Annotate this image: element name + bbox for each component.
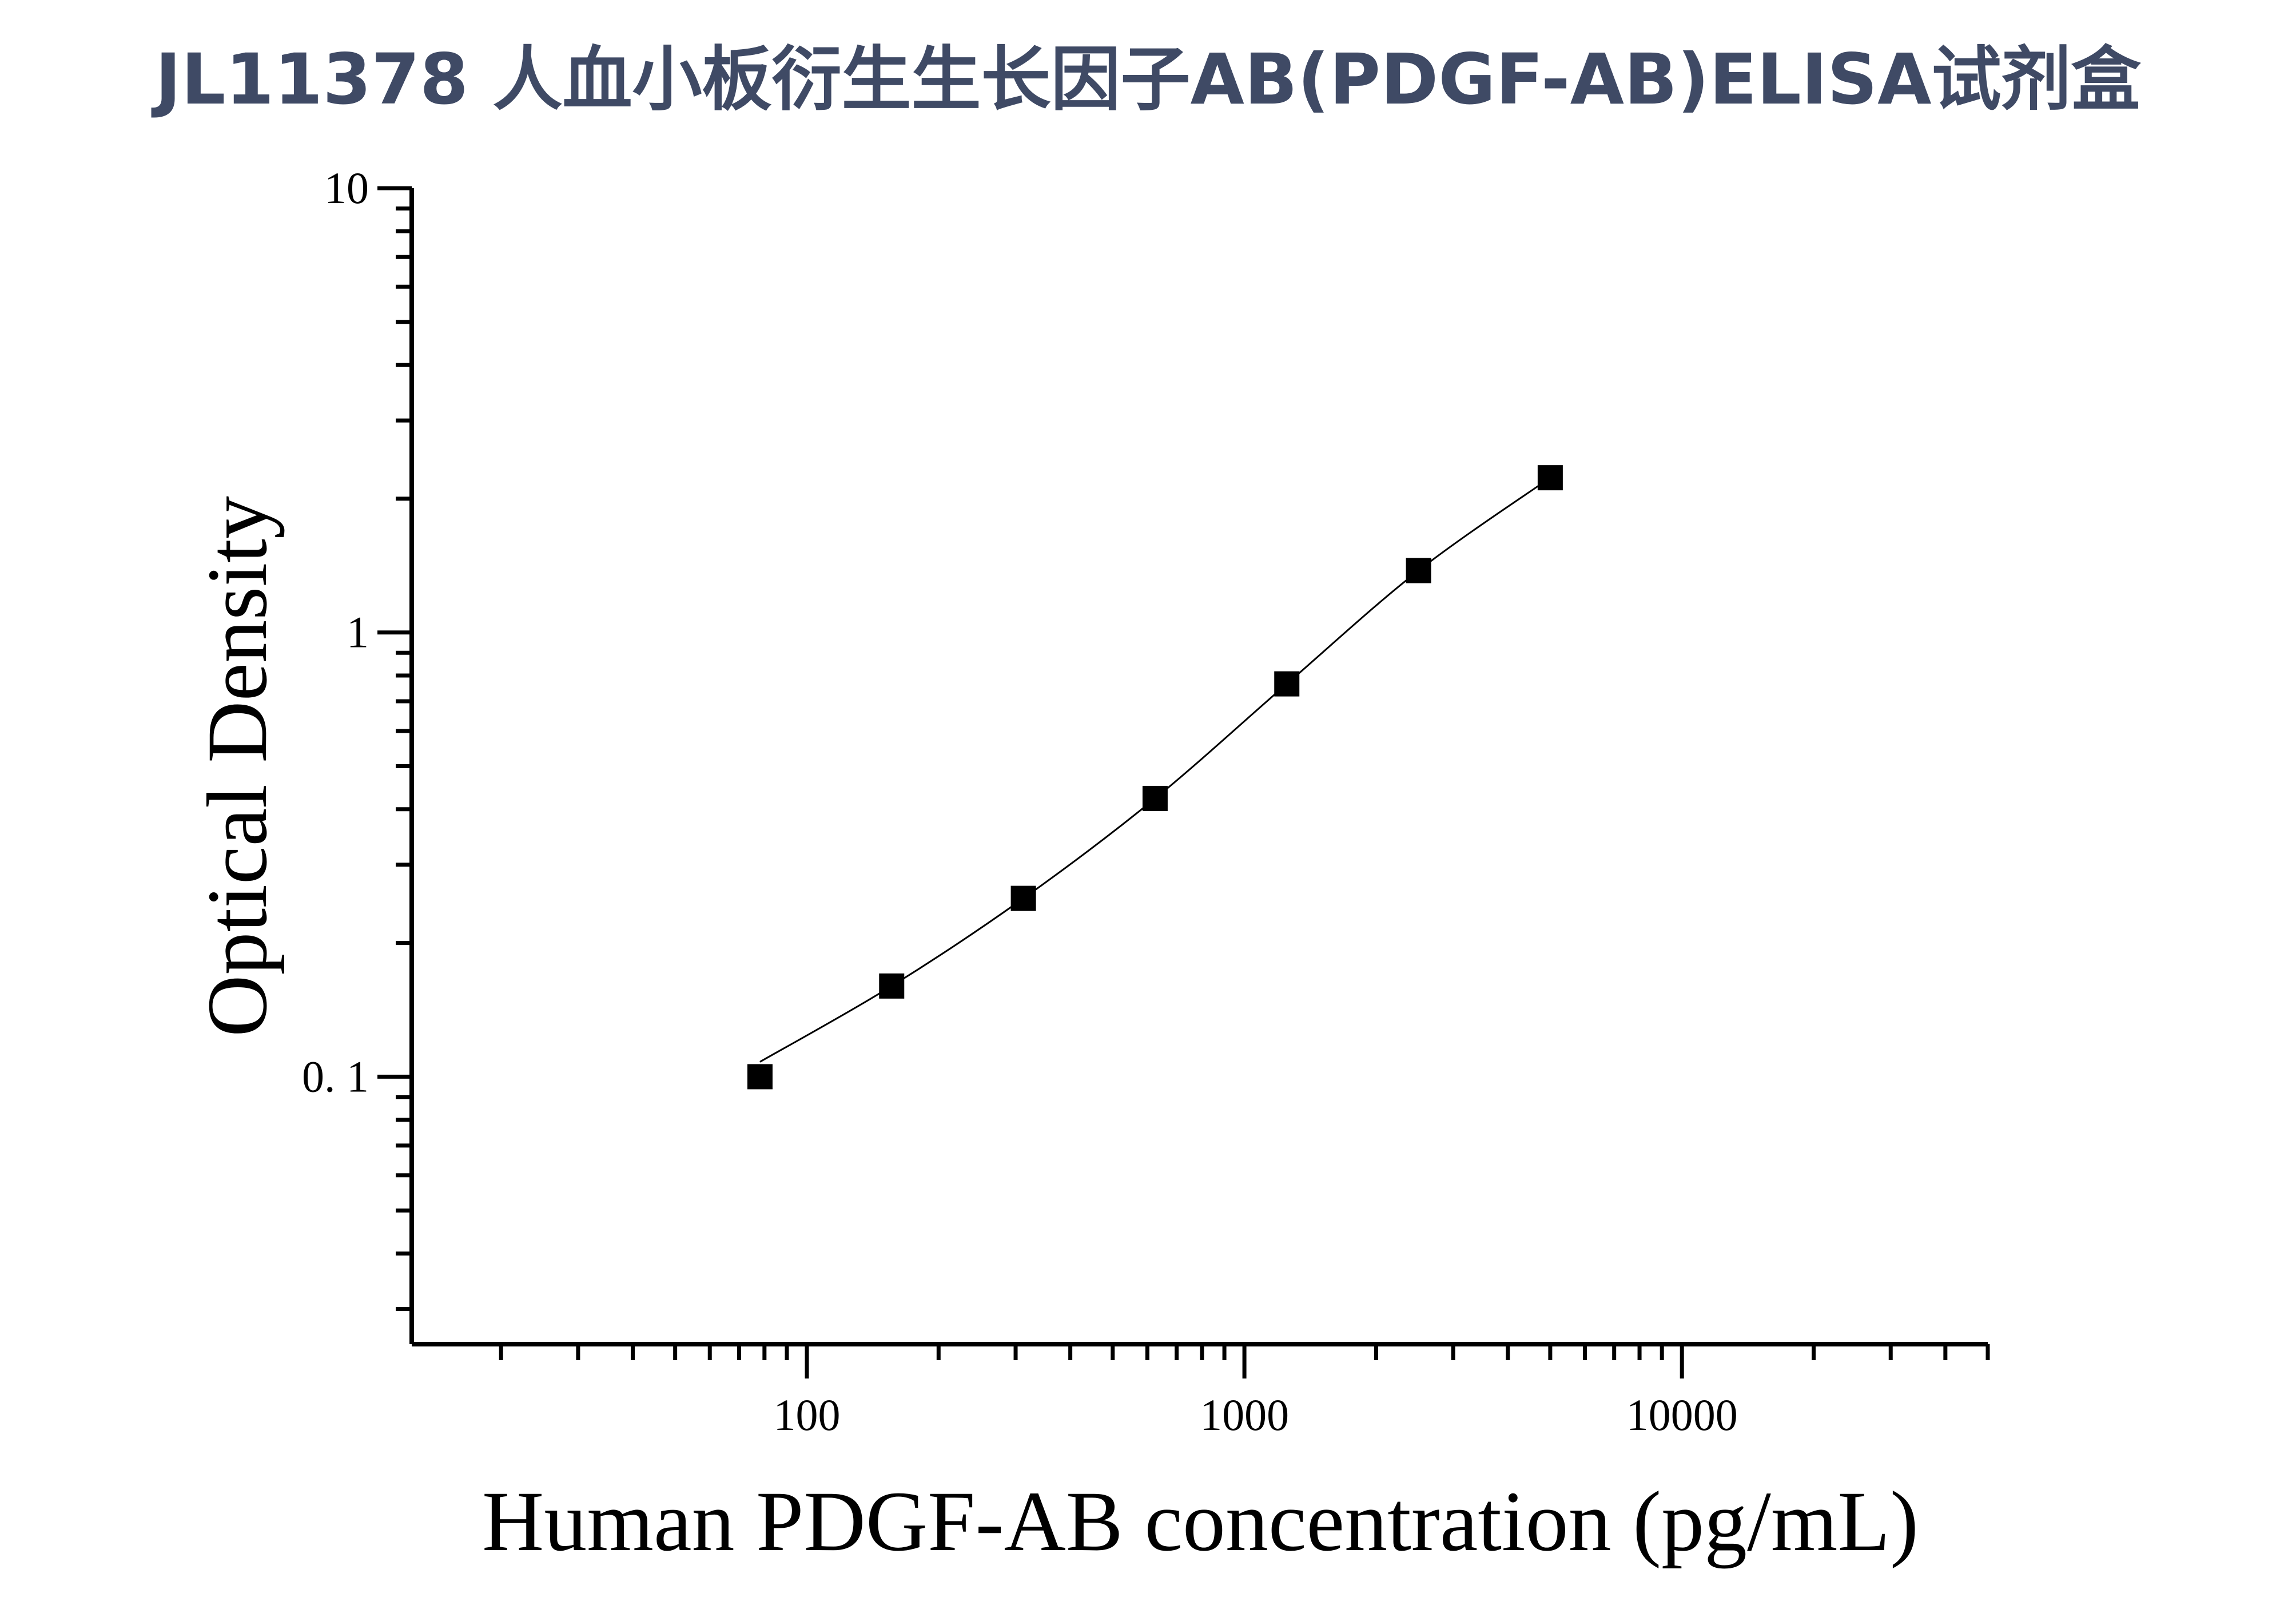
x-tick-label: 100 <box>773 1390 840 1440</box>
data-point <box>1010 885 1036 911</box>
x-axis-title: Human PDGF-AB concentration (pg/mL) <box>482 1474 1919 1569</box>
x-tick-label: 10000 <box>1626 1390 1738 1440</box>
data-point <box>1537 465 1563 491</box>
data-point <box>1274 671 1300 697</box>
y-tick-label: 10 <box>324 163 369 213</box>
data-point <box>1406 558 1431 583</box>
data-point <box>747 1064 773 1090</box>
x-tick-label: 1000 <box>1200 1390 1289 1440</box>
y-axis-title: Optical Density <box>190 496 285 1037</box>
data-point <box>1142 785 1168 811</box>
fit-curve <box>759 476 1551 1063</box>
y-tick-label: 0. 1 <box>302 1051 369 1101</box>
y-tick-label: 1 <box>347 607 369 657</box>
chart-title: JL11378 人血小板衍生生长因子AB(PDGF-AB)ELISA试剂盒 <box>155 39 2141 120</box>
data-point <box>879 973 905 999</box>
